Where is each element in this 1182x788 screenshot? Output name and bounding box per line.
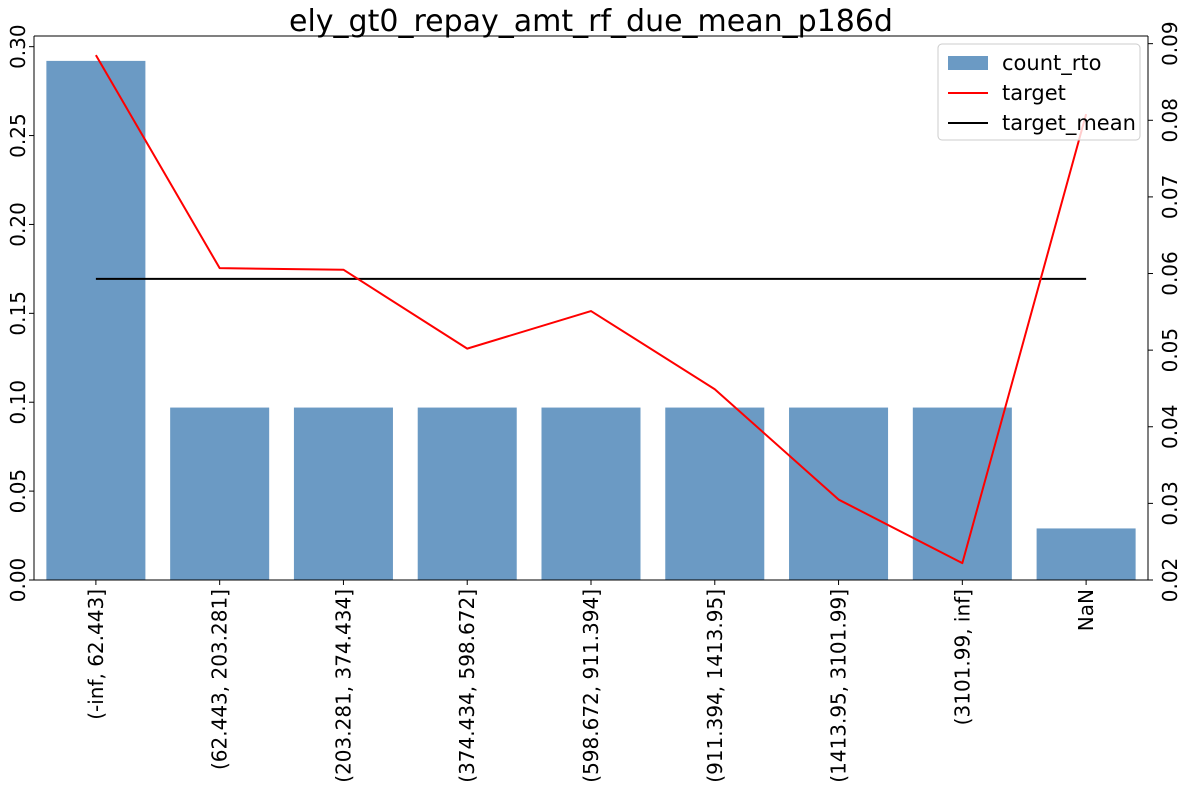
bar-count_rto-5 xyxy=(665,407,765,580)
bar-count_rto-8 xyxy=(1036,528,1136,580)
x-tick-label-1: (62.443, 203.281] xyxy=(208,589,232,770)
x-tick-label-4: (598.672, 911.394] xyxy=(579,589,603,783)
y-left-tick-label-3: 0.15 xyxy=(6,291,30,336)
y-right-tick-label-1: 0.03 xyxy=(1158,481,1182,526)
legend-label-count_rto: count_rto xyxy=(1002,51,1101,76)
bar-count_rto-4 xyxy=(541,407,641,580)
bar-count_rto-7 xyxy=(912,407,1012,580)
lines-layer xyxy=(95,54,1088,565)
chart-title: ely_gt0_repay_amt_rf_due_mean_p186d xyxy=(289,4,893,39)
x-tick-label-2: (203.281, 374.434] xyxy=(331,589,355,783)
x-ticks: (-inf, 62.443] (62.443, 203.281] (203.281,… xyxy=(84,580,1098,783)
y-left-tick-label-1: 0.05 xyxy=(6,469,30,514)
bar-count_rto-0 xyxy=(46,60,146,580)
x-tick-label-7: (3101.99, inf] xyxy=(950,589,974,725)
y-right-tick-label-5: 0.07 xyxy=(1158,175,1182,220)
x-tick-label-6: (1413.95, 3101.99] xyxy=(827,589,851,783)
legend-box xyxy=(937,43,1141,141)
legend-label-target_mean: target_mean xyxy=(1002,111,1136,136)
y-right-tick-label-2: 0.04 xyxy=(1158,404,1182,449)
y-left-ticks: 0.00 0.05 0.10 0.15 0.20 0.25 0.30 xyxy=(6,24,34,602)
y-right-ticks: 0.02 0.03 0.04 0.05 0.06 0.07 0.08 0.09 xyxy=(1148,21,1182,602)
y-right-tick-label-3: 0.05 xyxy=(1158,328,1182,373)
x-tick-label-5: (911.394, 1413.95] xyxy=(703,589,727,783)
bars-layer xyxy=(46,60,1136,580)
x-tick-label-0: (-inf, 62.443] xyxy=(84,589,108,720)
y-right-tick-label-6: 0.08 xyxy=(1158,98,1182,143)
y-left-tick-label-0: 0.00 xyxy=(6,558,30,603)
x-tick-label-8: NaN xyxy=(1074,589,1098,631)
y-left-tick-label-4: 0.20 xyxy=(6,202,30,247)
y-right-tick-label-7: 0.09 xyxy=(1158,21,1182,66)
bar-count_rto-1 xyxy=(170,407,270,580)
bar-count_rto-3 xyxy=(417,407,517,580)
y-left-tick-label-2: 0.10 xyxy=(6,380,30,425)
legend-label-target: target xyxy=(1002,81,1066,105)
x-tick-label-3: (374.434, 598.672] xyxy=(455,589,479,783)
line-target xyxy=(95,54,1088,565)
y-right-tick-label-4: 0.06 xyxy=(1158,251,1182,296)
y-right-tick-label-0: 0.02 xyxy=(1158,558,1182,603)
bar-count_rto-6 xyxy=(789,407,889,580)
y-left-tick-label-5: 0.25 xyxy=(6,113,30,158)
legend-swatch-count_rto xyxy=(948,56,988,70)
y-left-tick-label-6: 0.30 xyxy=(6,24,30,69)
bar-count_rto-2 xyxy=(293,407,393,580)
